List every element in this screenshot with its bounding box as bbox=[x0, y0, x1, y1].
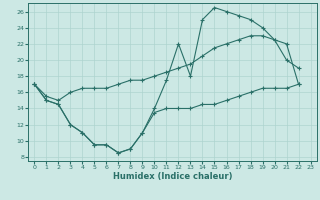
X-axis label: Humidex (Indice chaleur): Humidex (Indice chaleur) bbox=[113, 172, 232, 181]
